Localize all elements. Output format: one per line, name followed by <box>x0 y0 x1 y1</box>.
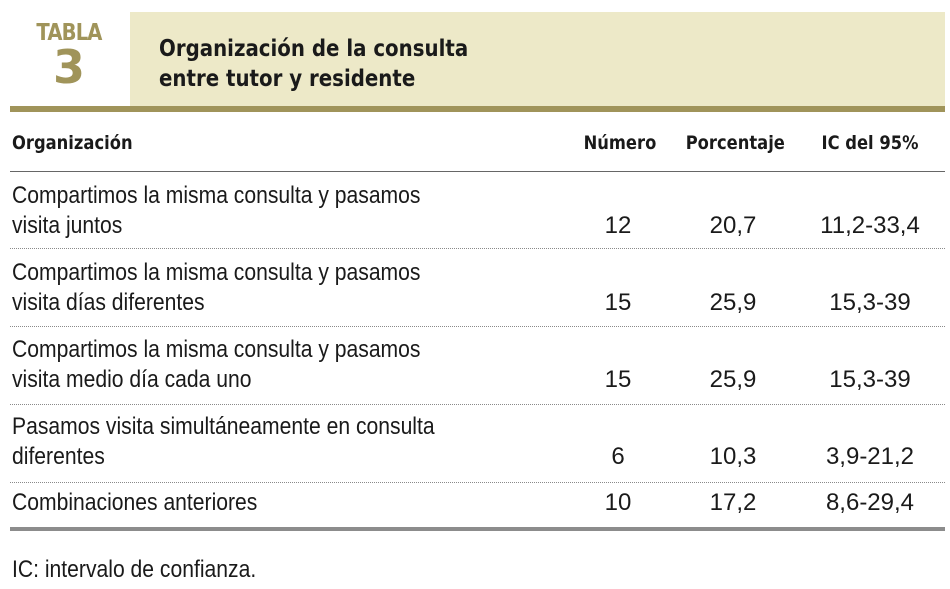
row-ci: 15,3-39 <box>829 289 911 316</box>
table-row: Pasamos visita simultáneamente en consul… <box>10 405 945 483</box>
row-organization-line-1: Compartimos la misma consulta y pasamos <box>12 336 421 363</box>
row-ci: 15,3-39 <box>829 366 911 393</box>
row-percentage: 25,9 <box>709 366 757 393</box>
row-number: 12 <box>604 212 632 239</box>
row-organization-line-2: visita medio día cada uno <box>12 366 252 393</box>
row-organization: Pasamos visita simultáneamente en consul… <box>12 412 622 472</box>
table-row: Compartimos la misma consulta y pasamos … <box>10 327 945 405</box>
row-organization-line-1: Compartimos la misma consulta y pasamos <box>12 259 421 286</box>
table-label: TABLA 3 <box>10 12 128 106</box>
table-title-line-1: Organización de la consulta <box>159 36 469 62</box>
row-organization: Compartimos la misma consulta y pasamos … <box>12 335 622 395</box>
title-band: Organización de la consulta entre tutor … <box>130 12 945 106</box>
row-number: 15 <box>604 289 632 316</box>
row-organization-line-2: visita juntos <box>12 212 123 239</box>
row-percentage: 10,3 <box>709 443 757 470</box>
row-organization-line-2: diferentes <box>12 443 105 470</box>
column-header-organization: Organización <box>12 132 133 154</box>
table-bottom-rule <box>10 527 945 531</box>
row-percentage: 17,2 <box>709 489 757 516</box>
row-organization-line-1: Combinaciones anteriores <box>12 489 258 516</box>
table-row: Combinaciones anteriores 10 17,2 8,6-29,… <box>10 483 945 527</box>
row-ci: 11,2-33,4 <box>820 212 920 239</box>
table-row: Compartimos la misma consulta y pasamos … <box>10 249 945 327</box>
table-header-row: Organización Número Porcentaje IC del 95… <box>10 118 945 172</box>
column-header-percentage: Porcentaje <box>685 132 785 154</box>
row-percentage: 25,9 <box>709 289 757 316</box>
table-label-word: TABLA <box>36 20 102 46</box>
table-row: Compartimos la misma consulta y pasamos … <box>10 172 945 249</box>
column-header-number: Número <box>583 132 657 154</box>
row-organization-line-1: Compartimos la misma consulta y pasamos <box>12 182 421 209</box>
row-organization-line-1: Pasamos visita simultáneamente en consul… <box>12 413 435 440</box>
row-number: 6 <box>611 443 625 470</box>
row-organization: Combinaciones anteriores <box>12 488 622 518</box>
row-number: 15 <box>604 366 632 393</box>
table-label-number: 3 <box>52 40 85 94</box>
table-footnote: IC: intervalo de confianza. <box>12 556 257 583</box>
row-organization: Compartimos la misma consulta y pasamos … <box>12 258 622 318</box>
row-ci: 8,6-29,4 <box>825 489 915 516</box>
row-ci: 3,9-21,2 <box>825 443 915 470</box>
row-organization-line-2: visita días diferentes <box>12 289 205 316</box>
row-organization: Compartimos la misma consulta y pasamos … <box>12 181 622 241</box>
row-number: 10 <box>604 489 632 516</box>
table-title: Organización de la consulta entre tutor … <box>159 34 468 94</box>
table-title-line-2: entre tutor y residente <box>159 66 416 92</box>
row-percentage: 20,7 <box>709 212 757 239</box>
title-divider <box>10 106 945 112</box>
column-header-ci: IC del 95% <box>821 132 919 154</box>
